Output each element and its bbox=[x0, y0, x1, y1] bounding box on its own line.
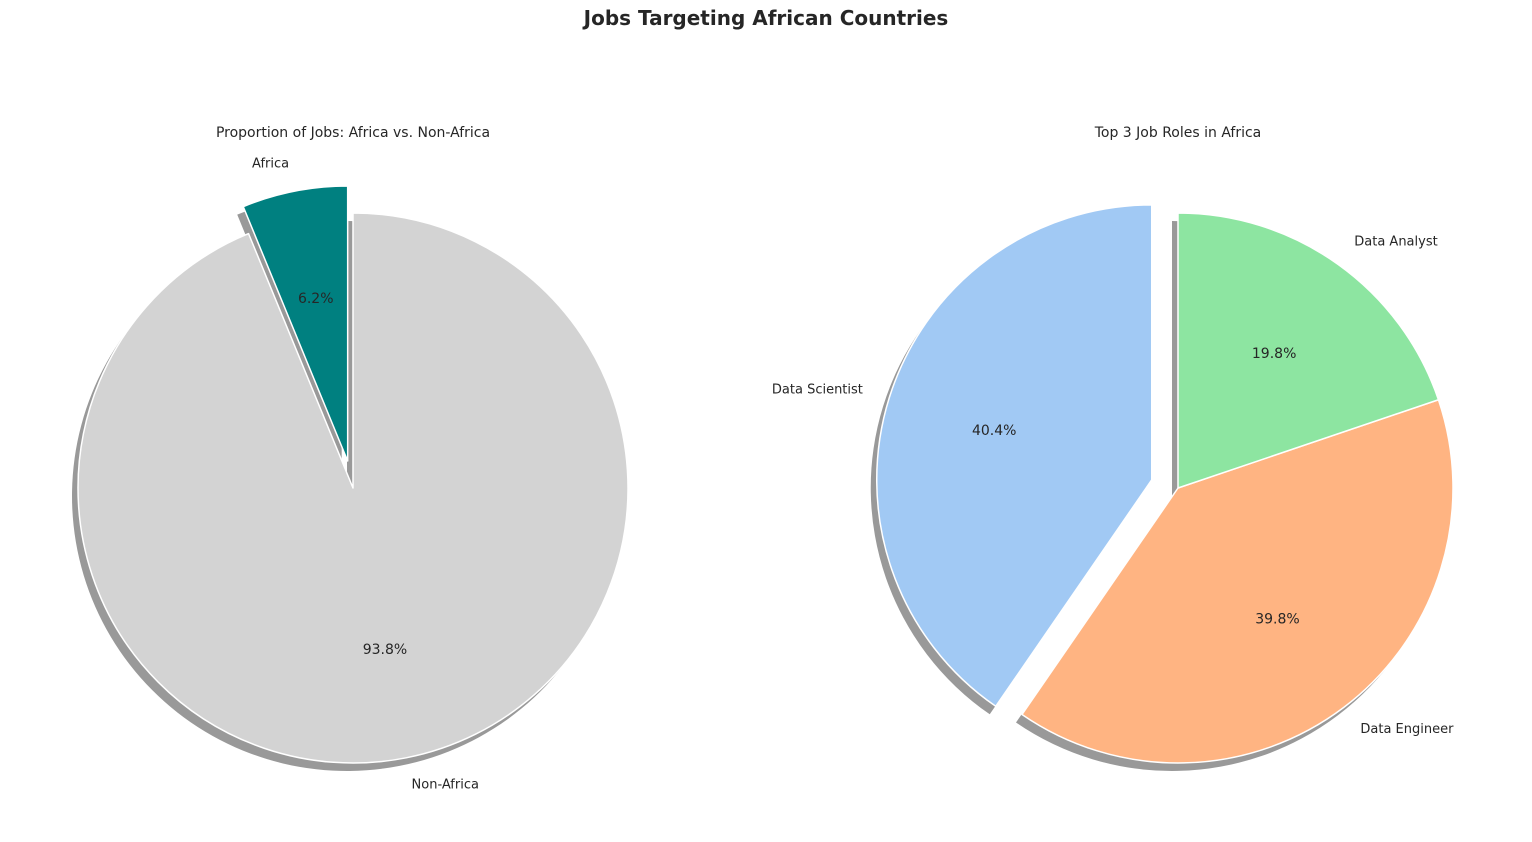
slice-label-data-engineer: Data Engineer bbox=[1360, 722, 1454, 737]
slice-label-data-analyst: Data Analyst bbox=[1354, 235, 1437, 250]
subplot-title: Top 3 Job Roles in Africa bbox=[1094, 125, 1262, 141]
pie-wedge-non-africa bbox=[77, 212, 629, 764]
pie-wedge-africa bbox=[242, 185, 349, 462]
percent-label-data-engineer: 39.8% bbox=[1255, 612, 1299, 628]
slice-label-data-scientist: Data Scientist bbox=[772, 382, 863, 397]
figure-title: Jobs Targeting African Countries bbox=[583, 6, 949, 30]
pie-wedge-data-analyst bbox=[1177, 212, 1440, 489]
pie-chart-top-job-roles: Top 3 Job Roles in Africa Data Scientist 4… bbox=[772, 125, 1454, 771]
pie-wedge-data-engineer bbox=[1021, 398, 1454, 764]
slice-label-non-africa: Non-Africa bbox=[412, 777, 479, 792]
pie-wedge-data-scientist bbox=[876, 204, 1153, 708]
subplot-title: Proportion of Jobs: Africa vs. Non-Afric… bbox=[216, 125, 490, 141]
percent-label-non-africa: 93.8% bbox=[363, 642, 407, 658]
percent-label-data-analyst: 19.8% bbox=[1252, 346, 1296, 362]
percent-label-africa: 6.2% bbox=[298, 291, 334, 307]
slice-label-africa: Africa bbox=[252, 157, 289, 172]
percent-label-data-scientist: 40.4% bbox=[972, 423, 1016, 439]
pie-chart-africa-vs-non-africa: Proportion of Jobs: Africa vs. Non-Afric… bbox=[72, 125, 629, 792]
